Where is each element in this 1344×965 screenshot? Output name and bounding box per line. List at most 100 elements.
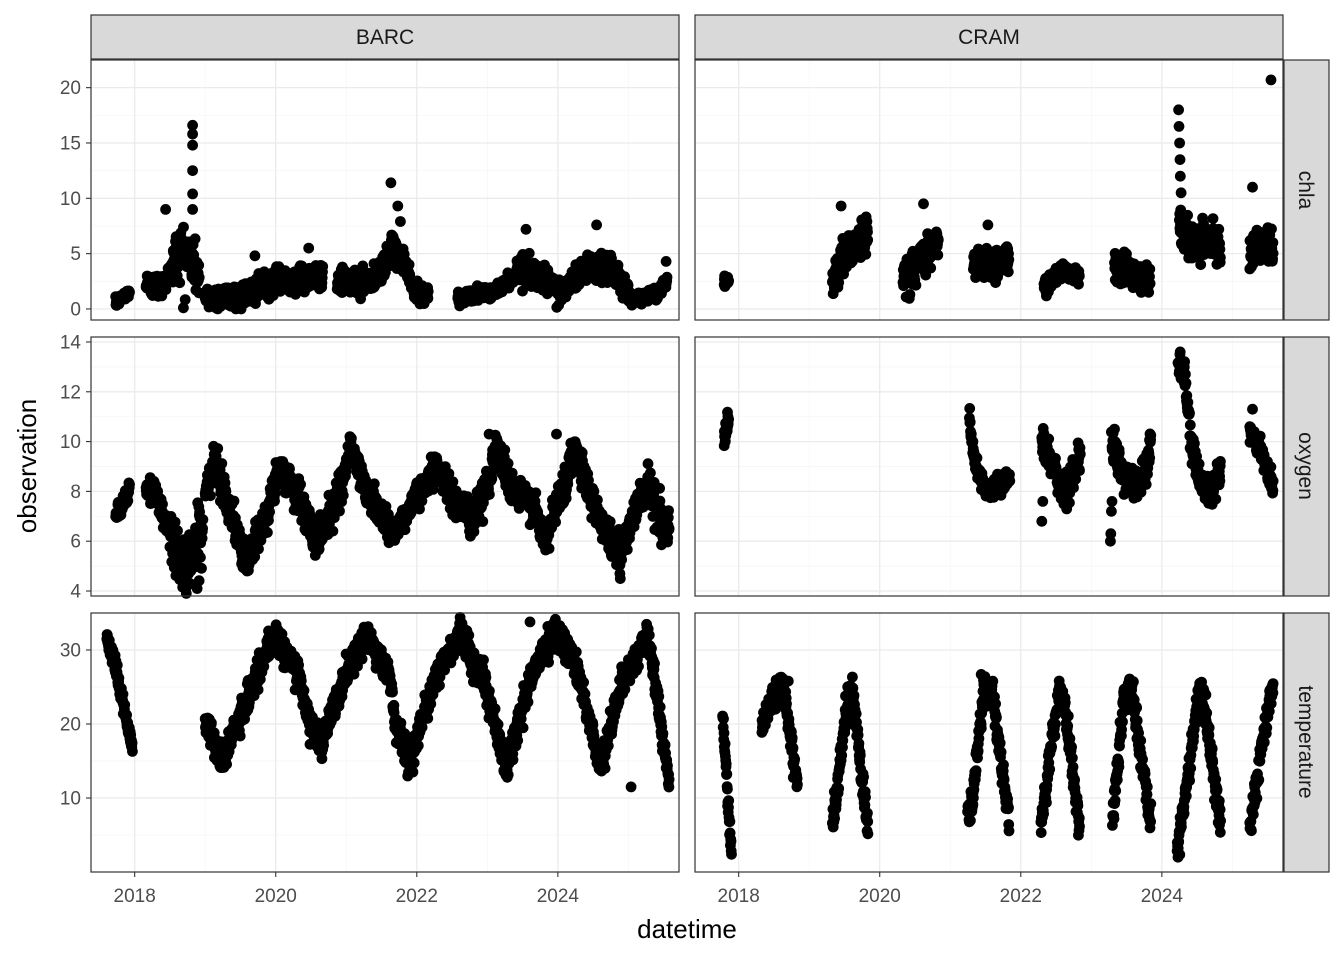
data-point	[196, 563, 207, 574]
data-point	[614, 546, 625, 557]
data-point	[195, 552, 206, 563]
y-tick-label: 20	[60, 78, 81, 99]
data-point	[1195, 259, 1206, 270]
data-point	[1074, 271, 1085, 282]
data-point	[369, 478, 380, 489]
data-point	[1175, 154, 1186, 165]
data-point	[1174, 138, 1185, 149]
data-point	[862, 235, 873, 246]
strip-col-barc-label: BARC	[356, 26, 414, 49]
data-point	[530, 487, 541, 498]
data-point	[1176, 187, 1187, 198]
y-tick-label: 4	[70, 582, 81, 603]
data-point	[205, 490, 216, 501]
y-tick-label: 12	[60, 382, 81, 403]
data-point	[178, 222, 189, 233]
strip-row-chla: chla	[1284, 60, 1329, 320]
data-point	[124, 287, 135, 298]
data-point	[1144, 264, 1155, 275]
data-point	[187, 140, 198, 151]
data-point	[836, 201, 847, 212]
y-tick-label: 6	[70, 532, 81, 553]
data-point	[1174, 121, 1185, 132]
data-point	[187, 129, 198, 140]
y-tick-label: 15	[60, 133, 81, 154]
data-point	[194, 272, 205, 283]
data-point	[303, 243, 314, 254]
data-point	[423, 286, 434, 297]
data-point	[250, 250, 261, 261]
data-point	[521, 224, 532, 235]
data-point	[499, 445, 510, 456]
data-point	[643, 458, 654, 469]
data-point	[905, 289, 916, 300]
data-point	[404, 259, 415, 270]
data-point	[193, 260, 204, 271]
data-point	[1173, 104, 1184, 115]
data-point	[654, 483, 665, 494]
data-point	[229, 496, 240, 507]
data-point	[187, 165, 198, 176]
data-point	[933, 235, 944, 246]
data-point	[187, 204, 198, 215]
y-tick-label: 5	[70, 244, 81, 265]
data-point	[972, 453, 983, 464]
data-point	[328, 526, 339, 537]
data-point	[338, 490, 349, 501]
data-point	[932, 250, 943, 261]
data-point	[605, 516, 616, 527]
data-point	[645, 468, 656, 479]
strip-row-oxygen: oxygen	[1284, 337, 1329, 596]
data-point	[964, 403, 975, 414]
data-point	[178, 302, 189, 313]
data-point	[1003, 254, 1014, 265]
data-point	[392, 201, 403, 212]
data-point	[1213, 224, 1224, 235]
y-tick-label: 10	[60, 189, 81, 210]
data-point	[544, 543, 555, 554]
data-point	[925, 263, 936, 274]
data-point	[663, 505, 674, 516]
strip-row-temperature: temperature	[1284, 613, 1329, 872]
panel-cram-oxygen	[695, 337, 1283, 596]
data-point	[550, 517, 561, 528]
data-point	[395, 216, 406, 227]
y-tick-label: 0	[70, 299, 81, 320]
data-point	[1268, 237, 1279, 248]
data-point	[1208, 213, 1219, 224]
data-point	[1145, 278, 1156, 289]
data-point	[484, 429, 495, 440]
data-point	[477, 516, 488, 527]
strip-row-chla-label: chla	[1294, 171, 1317, 210]
strip-row-oxygen-label: oxygen	[1294, 432, 1317, 500]
data-point	[860, 249, 871, 260]
data-point	[317, 261, 328, 272]
data-point	[216, 458, 227, 469]
data-point	[157, 499, 168, 510]
data-point	[562, 479, 573, 490]
strip-col-cram: CRAM	[695, 15, 1283, 59]
data-point	[1175, 171, 1186, 182]
data-point	[486, 473, 497, 484]
data-point	[661, 256, 672, 267]
data-point	[662, 272, 673, 283]
strip-col-barc: BARC	[91, 15, 679, 59]
data-point	[551, 429, 562, 440]
y-tick-label: 8	[70, 482, 81, 503]
data-point	[262, 527, 273, 538]
strip-col-cram-label: CRAM	[958, 26, 1020, 49]
data-point	[1268, 248, 1279, 259]
data-point	[295, 479, 306, 490]
data-point	[192, 583, 203, 594]
y-tick-label: 10	[60, 432, 81, 453]
panel-cram-chla	[695, 60, 1283, 320]
data-point	[983, 220, 994, 231]
data-point	[160, 204, 171, 215]
data-point	[524, 248, 535, 259]
data-point	[212, 443, 223, 454]
data-point	[345, 431, 356, 442]
data-point	[1182, 210, 1193, 221]
data-point	[723, 414, 734, 425]
data-point	[1003, 266, 1014, 277]
